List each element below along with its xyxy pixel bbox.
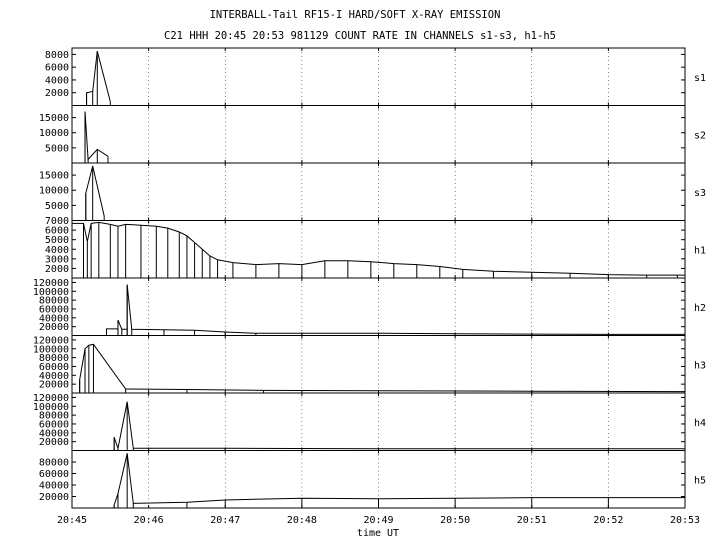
y-tick-label: 10000: [39, 186, 69, 197]
channel-label-h1: h1: [694, 245, 706, 256]
series-h3: [79, 343, 685, 393]
y-tick-label: 60000: [39, 362, 69, 373]
series-line-s1: [86, 51, 111, 106]
y-tick-label: 40000: [39, 428, 69, 439]
y-tick-label: 2000: [45, 264, 69, 275]
series-h4: [113, 401, 685, 451]
x-tick-label: 20:51: [517, 515, 547, 526]
panels-group: 2000400060008000s150001000015000s2500010…: [33, 47, 706, 509]
channel-label-h3: h3: [694, 360, 706, 371]
x-tick-label: 20:50: [440, 515, 470, 526]
series-line-s2: [84, 111, 109, 163]
channel-label-h5: h5: [694, 475, 706, 486]
y-tick-label: 20000: [39, 437, 69, 448]
x-tick-label: 20:52: [593, 515, 623, 526]
y-tick-label: 20000: [39, 322, 69, 333]
series-line-h2: [105, 284, 685, 336]
y-tick-label: 120000: [33, 335, 69, 346]
y-tick-label: 100000: [33, 402, 69, 413]
series-h1: [72, 221, 685, 278]
series-line-h4: [113, 401, 685, 451]
y-tick-label: 20000: [39, 380, 69, 391]
y-tick-label: 80000: [39, 411, 69, 422]
y-tick-label: 4000: [45, 75, 69, 86]
y-tick-label: 6000: [45, 226, 69, 237]
y-tick-label: 15000: [39, 113, 69, 124]
y-tick-label: 80000: [39, 458, 69, 469]
series-line-h5: [113, 453, 685, 508]
channel-label-h4: h4: [694, 418, 706, 429]
y-tick-label: 80000: [39, 296, 69, 307]
x-tick-label: 20:49: [363, 515, 393, 526]
x-tick-label: 20:48: [287, 515, 317, 526]
x-axis-label: time UT: [357, 528, 399, 539]
y-tick-label: 40000: [39, 313, 69, 324]
y-tick-label: 40000: [39, 481, 69, 492]
y-tick-label: 120000: [33, 393, 69, 404]
panel-s3: 5000 10000 15000 s3: [39, 162, 706, 221]
y-tick-label: 5000: [45, 201, 69, 212]
y-tick-label: 60000: [39, 419, 69, 430]
chart-subtitle: C21 HHH 20:45 20:53 981129 COUNT RATE IN…: [164, 30, 556, 42]
x-tick-label: 20:46: [134, 515, 164, 526]
series-h2: [105, 284, 685, 336]
series-s2: [84, 111, 109, 163]
y-tick-label: 100000: [33, 287, 69, 298]
y-tick-label: 2000: [45, 88, 69, 99]
y-tick-label: 20000: [39, 492, 69, 503]
y-tick-label: 60000: [39, 304, 69, 315]
series-s3: [85, 165, 105, 221]
series-s1: [86, 51, 111, 106]
chart-title: INTERBALL-Tail RF15-I HARD/SOFT X-RAY EM…: [210, 9, 501, 21]
series-line-h3: [79, 343, 685, 393]
x-axis: 20:45 20:46 20:47 20:48 20:49 20:50 20:51 20:52…: [57, 515, 700, 526]
y-tick-label: 5000: [45, 235, 69, 246]
y-tick-label: 100000: [33, 344, 69, 355]
y-tick-label: 80000: [39, 353, 69, 364]
y-tick-label: 120000: [33, 278, 69, 289]
x-tick-label: 20:45: [57, 515, 87, 526]
channel-label-s3: s3: [694, 188, 706, 199]
y-tick-label: 60000: [39, 469, 69, 480]
channel-label-s2: s2: [694, 130, 706, 141]
panel-s2: 5000 10000 15000 s2: [39, 105, 706, 164]
y-tick-label: 15000: [39, 171, 69, 182]
y-tick-label: 4000: [45, 245, 69, 256]
series-h5: [113, 453, 685, 508]
y-tick-label: 7000: [45, 216, 69, 227]
y-tick-label: 6000: [45, 63, 69, 74]
y-tick-label: 40000: [39, 371, 69, 382]
series-line-s3: [85, 165, 105, 221]
channel-label-h2: h2: [694, 303, 706, 314]
y-tick-label: 8000: [45, 50, 69, 61]
y-tick-label: 10000: [39, 128, 69, 139]
x-tick-label: 20:47: [210, 515, 240, 526]
y-tick-label: 5000: [45, 143, 69, 154]
x-tick-label: 20:53: [670, 515, 700, 526]
series-line-h1: [72, 221, 685, 278]
y-tick-label: 3000: [45, 254, 69, 265]
channel-label-s1: s1: [694, 73, 706, 84]
